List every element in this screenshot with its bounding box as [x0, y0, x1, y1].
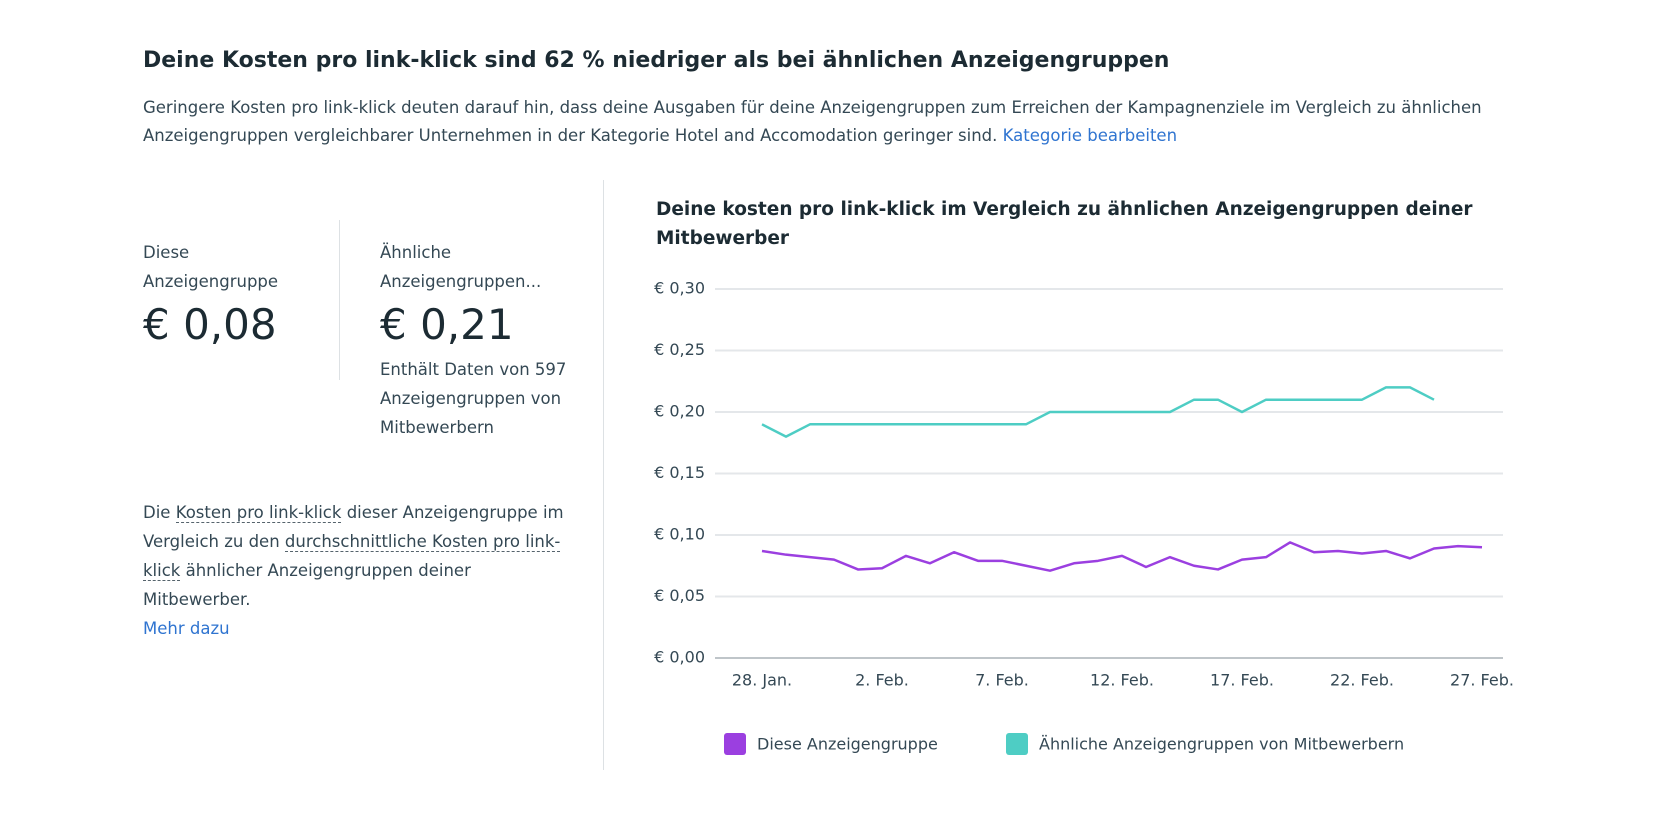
- y-tick-label: € 0,00: [654, 648, 705, 667]
- x-tick-label: 17. Feb.: [1210, 671, 1274, 690]
- metric: Ähnliche Anzeigengruppen... € 0,21 Enthä…: [380, 238, 590, 442]
- legend-label: Diese Anzeigengruppe: [757, 735, 938, 754]
- chart-title: Deine kosten pro link-klick im Vergleich…: [656, 199, 1473, 249]
- legend-swatch: [724, 733, 746, 755]
- edit-category-link[interactable]: Kategorie bearbeiten: [1002, 126, 1178, 145]
- y-tick-label: € 0,10: [654, 525, 705, 544]
- description: Geringere Kosten pro link-klick deuten d…: [143, 94, 1523, 150]
- legend-label: Ähnliche Anzeigengruppen von Mitbewerber…: [1039, 735, 1404, 754]
- series-line: [761, 386, 1435, 438]
- metric-note: Enthält Daten von 597 Anzeigengruppen vo…: [380, 360, 567, 437]
- metric: Diese Anzeigengruppe € 0,08: [143, 238, 303, 349]
- legend-swatch: [1006, 733, 1028, 755]
- y-tick-label: € 0,25: [654, 340, 705, 359]
- metric-label: Diese Anzeigengruppe: [143, 243, 279, 291]
- x-tick-label: 22. Feb.: [1330, 671, 1394, 690]
- x-tick-label: 28. Jan.: [732, 671, 792, 690]
- description-text: Geringere Kosten pro link-klick deuten d…: [143, 98, 1482, 145]
- text: ähnlicher Anzeigengruppen deiner Mitbewe…: [143, 561, 471, 609]
- term[interactable]: durchschnittliche Kosten pro link-klick: [143, 532, 561, 581]
- term[interactable]: Kosten pro link-klick: [175, 503, 342, 523]
- metric-value: € 0,08: [143, 300, 277, 349]
- metric-label: Ähnliche Anzeigengruppen...: [380, 243, 542, 291]
- divider: [603, 180, 604, 770]
- x-tick-label: 2. Feb.: [855, 671, 909, 690]
- series-line: [761, 541, 1483, 572]
- y-tick-label: € 0,05: [654, 586, 705, 605]
- text: Die: [143, 503, 171, 522]
- x-tick-label: 7. Feb.: [975, 671, 1029, 690]
- x-tick-label: 27. Feb.: [1450, 671, 1514, 690]
- y-tick-label: € 0,30: [654, 279, 705, 298]
- y-tick-label: € 0,15: [654, 463, 705, 482]
- heading: Deine Kosten pro link-klick sind 62 % ni…: [143, 48, 1170, 73]
- explanation: Die Kosten pro link-klick dieser Anzeige…: [143, 498, 583, 643]
- divider: [339, 220, 340, 380]
- y-tick-label: € 0,20: [654, 402, 705, 421]
- x-tick-label: 12. Feb.: [1090, 671, 1154, 690]
- text: dieser Anzeigengruppe im Vergleich zu de…: [143, 503, 564, 551]
- more-link[interactable]: Mehr dazu: [143, 619, 230, 638]
- metric-value: € 0,21: [380, 300, 514, 349]
